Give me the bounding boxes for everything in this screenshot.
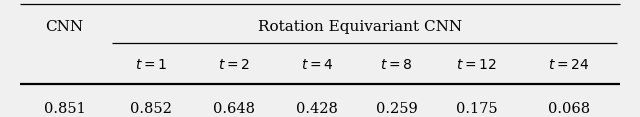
Text: 0.648: 0.648	[212, 102, 255, 116]
Text: 0.851: 0.851	[44, 102, 85, 116]
Text: $t = 4$: $t = 4$	[301, 58, 333, 72]
Text: 0.068: 0.068	[548, 102, 590, 116]
Text: 0.428: 0.428	[296, 102, 338, 116]
Text: $t = 2$: $t = 2$	[218, 58, 250, 72]
Text: 0.259: 0.259	[376, 102, 417, 116]
Text: 0.175: 0.175	[456, 102, 497, 116]
Text: 0.852: 0.852	[130, 102, 172, 116]
Text: $t = 1$: $t = 1$	[134, 58, 167, 72]
Text: Rotation Equivariant CNN: Rotation Equivariant CNN	[258, 20, 462, 34]
Text: $t = 8$: $t = 8$	[380, 58, 413, 72]
Text: CNN: CNN	[45, 20, 84, 34]
Text: $t = 12$: $t = 12$	[456, 58, 497, 72]
Text: $t = 24$: $t = 24$	[548, 58, 589, 72]
